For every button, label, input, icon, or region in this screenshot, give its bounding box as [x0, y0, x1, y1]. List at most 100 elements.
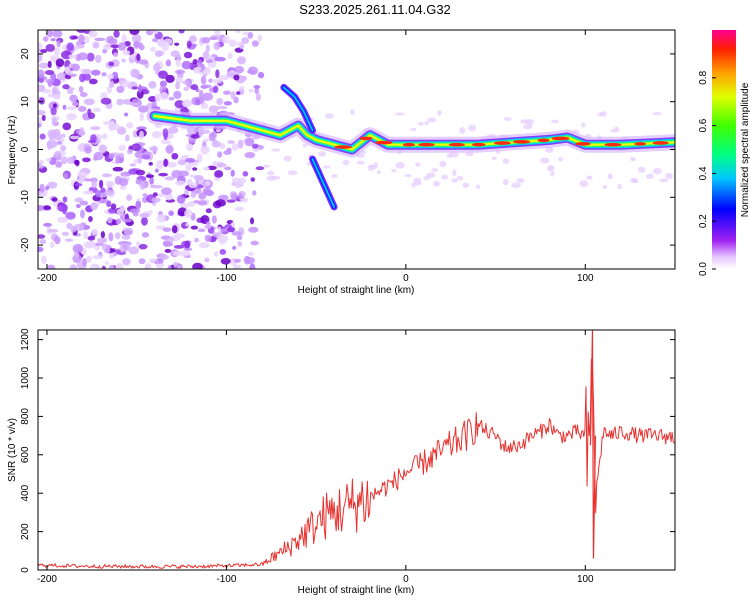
- noise-blob: [122, 218, 133, 223]
- noise-blob-faint: [520, 119, 528, 124]
- noise-blob: [101, 72, 107, 77]
- noise-blob: [200, 75, 207, 85]
- noise-blob: [92, 41, 100, 49]
- noise-blob: [61, 231, 70, 236]
- noise-blob: [63, 172, 68, 180]
- noise-blob: [167, 265, 172, 269]
- spectrogram-ridge: [146, 83, 675, 211]
- noise-blob: [126, 122, 134, 129]
- noise-blob: [72, 35, 78, 40]
- noise-blob: [219, 249, 227, 255]
- noise-blob: [75, 54, 82, 62]
- noise-blob: [139, 130, 144, 140]
- noise-blob: [179, 250, 191, 257]
- noise-blob: [168, 96, 175, 101]
- noise-blob: [62, 205, 67, 215]
- noise-blob: [197, 200, 208, 206]
- noise-blob: [47, 228, 59, 233]
- noise-blob: [222, 35, 230, 44]
- noise-blob: [120, 207, 126, 212]
- spectrogram-y-ticks: -20 -10 0 10 20: [20, 48, 675, 252]
- noise-blob: [185, 158, 196, 163]
- noise-blob: [113, 30, 120, 38]
- noise-blob: [39, 133, 46, 140]
- noise-blob: [223, 101, 232, 106]
- noise-blob-faint: [302, 143, 308, 148]
- noise-blob: [62, 122, 72, 131]
- noise-blob: [66, 89, 74, 95]
- ridge-peak: [375, 140, 393, 145]
- noise-blob: [227, 52, 233, 60]
- noise-blob: [183, 86, 189, 92]
- noise-blob: [202, 37, 210, 44]
- noise-blob: [237, 139, 244, 149]
- noise-blob: [38, 116, 42, 125]
- noise-blob: [128, 102, 140, 106]
- noise-blob: [158, 172, 169, 177]
- noise-blob-faint: [424, 120, 429, 126]
- noise-blob: [118, 152, 125, 158]
- noise-blob: [160, 235, 172, 240]
- noise-blob: [109, 44, 121, 49]
- noise-blob: [38, 62, 50, 69]
- noise-blob: [226, 199, 236, 203]
- noise-blob: [79, 92, 88, 98]
- noise-blob: [100, 231, 105, 239]
- noise-blob: [136, 53, 141, 61]
- noise-blob-faint: [503, 117, 512, 121]
- noise-blob: [150, 46, 157, 53]
- noise-blob: [47, 30, 53, 38]
- noise-blob: [231, 143, 239, 151]
- noise-blob: [88, 30, 98, 38]
- noise-blob: [165, 59, 172, 67]
- noise-blob: [171, 152, 179, 160]
- noise-blob: [214, 30, 221, 36]
- noise-blob: [93, 156, 98, 161]
- ridge-peak: [471, 142, 486, 147]
- spectrogram-x-tick-label: -200: [37, 273, 57, 284]
- noise-blob: [175, 76, 184, 84]
- noise-blob: [79, 200, 89, 206]
- noise-blob: [151, 130, 162, 139]
- noise-blob-faint: [607, 173, 614, 180]
- noise-blob: [86, 52, 95, 62]
- noise-blob: [56, 40, 61, 48]
- noise-blob: [105, 180, 115, 188]
- spectrogram-y-tick-label: -10: [20, 190, 31, 205]
- noise-blob: [38, 234, 46, 239]
- noise-blob: [200, 102, 209, 110]
- noise-blob: [45, 185, 50, 191]
- noise-blob: [131, 34, 142, 44]
- noise-blob-faint: [652, 112, 662, 116]
- noise-blob: [189, 35, 197, 43]
- noise-blob: [142, 193, 148, 197]
- noise-blob: [168, 126, 179, 134]
- noise-blob: [47, 60, 52, 69]
- noise-blob: [93, 263, 100, 269]
- spectrogram-x-ticks: -200 -100 0 100: [37, 30, 594, 284]
- noise-blob: [139, 181, 146, 190]
- noise-blob: [121, 34, 127, 44]
- noise-blob: [45, 157, 52, 162]
- noise-blob-faint: [431, 167, 439, 173]
- noise-blob: [201, 84, 212, 89]
- noise-blob: [192, 167, 198, 171]
- snr-y-ticks: 0 200 400 600 800 1000 1200: [20, 328, 675, 573]
- noise-blob-faint: [637, 166, 646, 174]
- noise-blob: [190, 191, 197, 198]
- noise-blob: [154, 93, 161, 103]
- noise-blob: [255, 166, 265, 171]
- noise-blob: [106, 85, 112, 94]
- noise-blob-faint: [602, 184, 608, 190]
- noise-blob: [176, 194, 186, 204]
- noise-blob-faint: [413, 180, 422, 186]
- noise-blob: [164, 193, 174, 201]
- noise-blob: [60, 144, 67, 152]
- noise-blob: [62, 196, 68, 203]
- noise-blob: [141, 232, 150, 238]
- noise-blob: [168, 236, 174, 243]
- noise-blob: [190, 134, 201, 139]
- noise-blob: [183, 51, 193, 59]
- noise-blob: [126, 149, 133, 155]
- snr-x-label: Height of straight line (km): [298, 585, 415, 596]
